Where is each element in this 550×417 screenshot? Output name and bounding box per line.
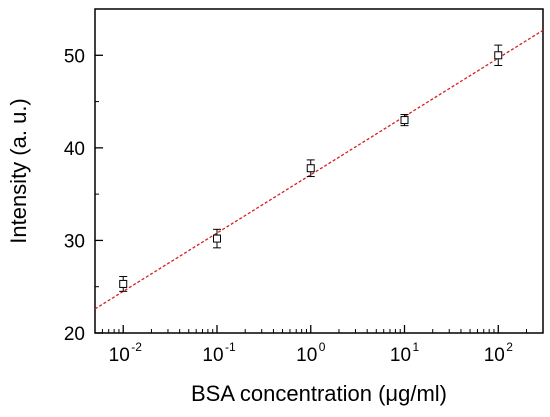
fit-line-layer <box>94 29 544 310</box>
fit-line <box>94 29 544 310</box>
y-tick-label: 20 <box>64 324 85 345</box>
x-axis-title: BSA concentration (μg/ml) <box>191 381 447 406</box>
data-point <box>306 164 315 173</box>
y-tick-label: 40 <box>64 139 85 160</box>
y-ticks: 20 30 40 50 <box>64 46 103 345</box>
x-tick-label: 10 <box>484 345 505 366</box>
x-ticks: 10 -2 10 -1 10 0 10 1 10 2 <box>101 325 527 366</box>
y-tick-label: 30 <box>64 231 85 252</box>
x-tick-label: 10 <box>296 345 317 366</box>
x-tick-exponent: 1 <box>413 340 420 354</box>
x-tick-exponent: -1 <box>225 340 236 354</box>
x-tick-exponent: 0 <box>319 340 326 354</box>
x-tick-label: 10 <box>390 345 411 366</box>
x-tick-exponent: 2 <box>506 340 513 354</box>
data-point <box>212 234 221 243</box>
y-axis-title: Intensity (a. u.) <box>6 98 31 244</box>
x-tick-exponent: -2 <box>131 340 142 354</box>
x-tick-label: 10 <box>202 345 223 366</box>
plot-frame <box>94 8 544 334</box>
data-point <box>494 51 503 60</box>
x-tick-label: 10 <box>109 345 130 366</box>
data-point <box>119 279 128 288</box>
data-marks <box>119 44 503 292</box>
data-point <box>400 116 409 125</box>
y-tick-label: 50 <box>64 46 85 67</box>
